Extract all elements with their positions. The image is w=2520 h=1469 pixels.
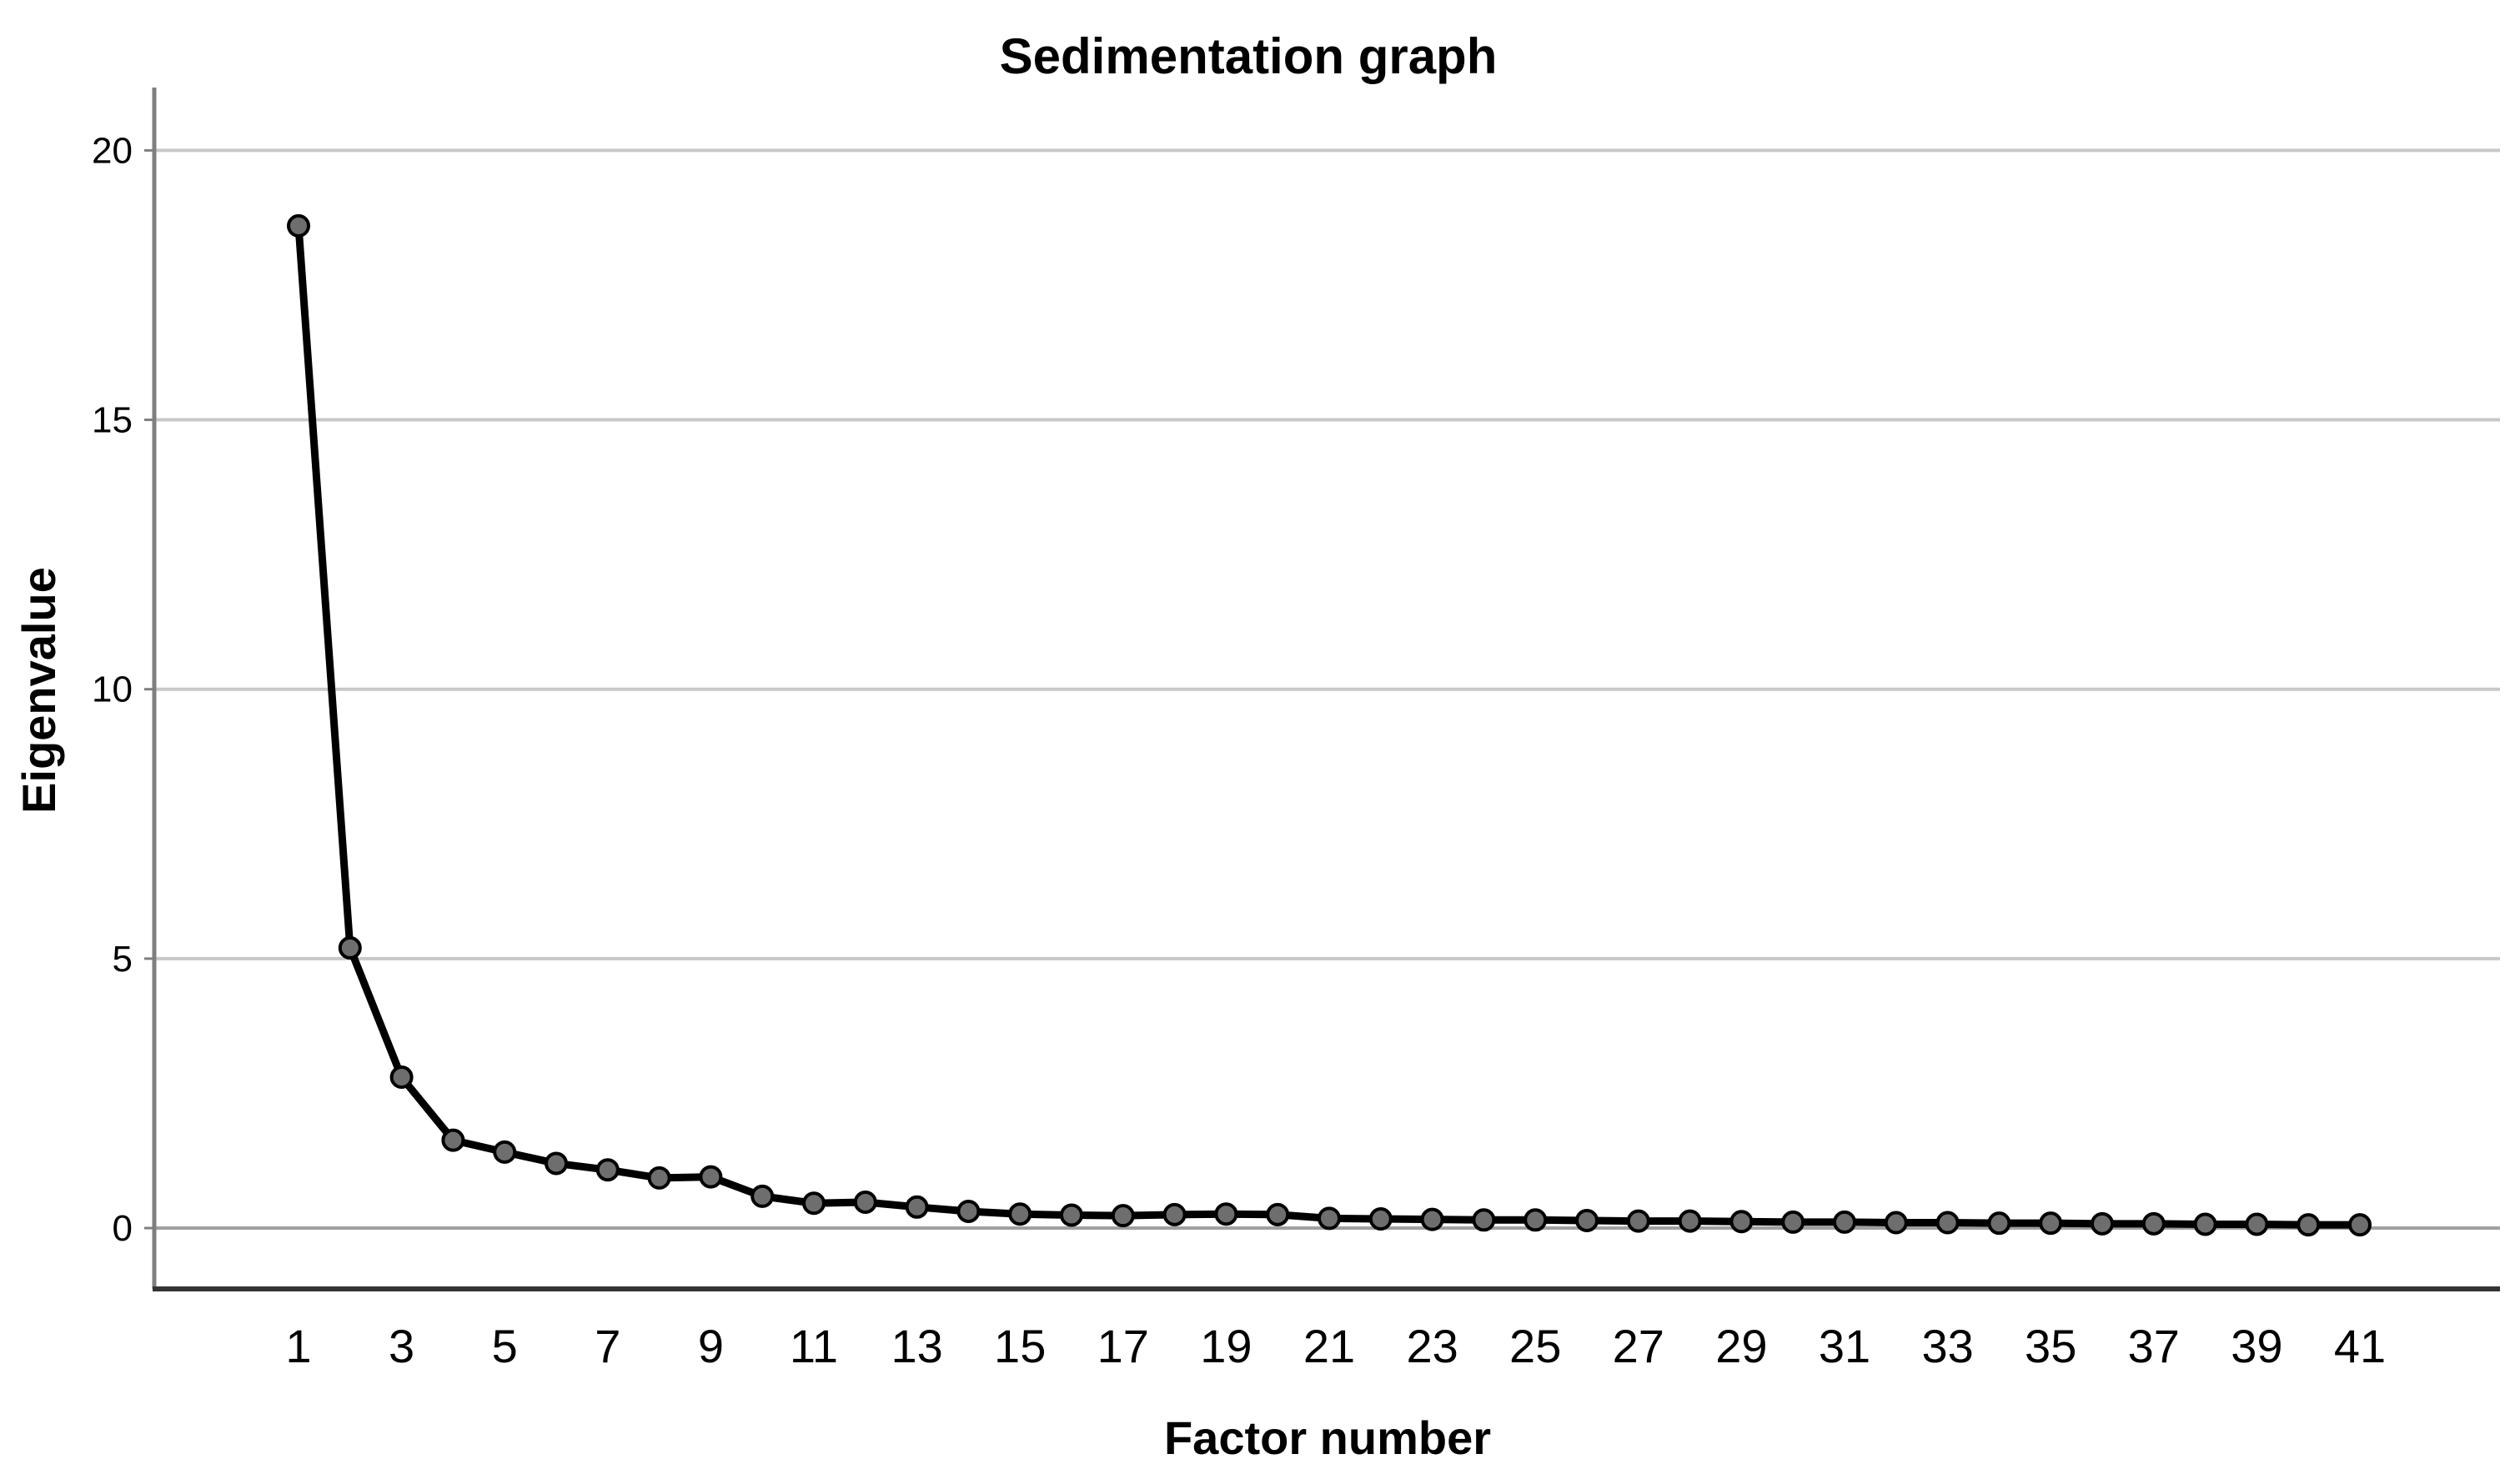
- x-tick-label: 27: [1613, 1320, 1664, 1372]
- data-point-marker: [2348, 1213, 2372, 1237]
- x-tick-label: 7: [595, 1320, 620, 1372]
- data-point-marker: [2193, 1212, 2217, 1236]
- data-point-marker: [287, 213, 310, 238]
- data-point-marker: [1935, 1211, 1960, 1235]
- data-point-marker: [1781, 1210, 1805, 1234]
- data-point-marker: [905, 1195, 929, 1219]
- x-tick-label: 9: [698, 1320, 724, 1372]
- data-point-marker: [1111, 1204, 1135, 1228]
- data-point-marker: [441, 1128, 465, 1152]
- x-tick-label: 5: [492, 1320, 518, 1372]
- data-point-marker: [493, 1140, 517, 1164]
- data-point-marker: [595, 1158, 620, 1182]
- data-point-marker: [1214, 1202, 1238, 1226]
- x-tick-label: 13: [891, 1320, 942, 1372]
- data-point-marker: [545, 1151, 568, 1176]
- y-tick-label: 10: [92, 669, 133, 710]
- data-point-marker: [389, 1065, 414, 1090]
- data-point-marker: [802, 1191, 826, 1216]
- y-tick-label: 15: [92, 400, 133, 441]
- x-tick-label: 41: [2334, 1320, 2386, 1372]
- data-point-marker: [1266, 1202, 1290, 1226]
- x-tick-label: 39: [2231, 1320, 2282, 1372]
- data-point-marker: [2297, 1213, 2321, 1237]
- data-point-marker: [1678, 1209, 1702, 1233]
- x-tick-label: 1: [285, 1320, 311, 1372]
- data-point-marker: [1987, 1211, 2011, 1236]
- y-tick-label: 20: [92, 130, 133, 171]
- x-tick-label: 17: [1097, 1320, 1149, 1372]
- data-point-marker: [1729, 1210, 1754, 1234]
- y-tick-label: 0: [113, 1208, 133, 1249]
- x-tick-label: 37: [2128, 1320, 2180, 1372]
- data-point-marker: [1368, 1207, 1393, 1231]
- data-point-marker: [1626, 1209, 1650, 1233]
- x-tick-label: 25: [1509, 1320, 1561, 1372]
- data-point-marker: [1884, 1211, 1908, 1235]
- x-tick-label: 15: [994, 1320, 1046, 1372]
- x-tick-label: 29: [1715, 1320, 1767, 1372]
- data-point-marker: [1833, 1210, 1856, 1234]
- y-axis-label: Eigenvalue: [13, 567, 65, 814]
- x-tick-label: 23: [1406, 1320, 1458, 1372]
- y-tick-label: 5: [113, 939, 133, 980]
- data-point-marker: [1008, 1202, 1032, 1226]
- data-point-marker: [1162, 1202, 1187, 1226]
- data-point-marker: [750, 1184, 775, 1208]
- x-tick-label: 3: [389, 1320, 414, 1372]
- data-point-marker: [338, 935, 362, 960]
- data-point-marker: [1524, 1208, 1548, 1232]
- x-tick-label: 35: [2025, 1320, 2076, 1372]
- x-tick-label: 21: [1303, 1320, 1355, 1372]
- x-tick-label: 33: [1921, 1320, 1973, 1372]
- data-point-marker: [956, 1199, 981, 1223]
- data-point-marker: [1575, 1208, 1599, 1232]
- data-point-marker: [647, 1166, 671, 1190]
- data-point-marker: [699, 1165, 723, 1189]
- data-point-marker: [1318, 1206, 1341, 1231]
- data-point-marker: [2091, 1211, 2114, 1236]
- data-point-marker: [1472, 1208, 1496, 1232]
- x-tick-label: 11: [790, 1320, 838, 1372]
- data-point-marker: [2039, 1211, 2063, 1236]
- x-tick-label: 31: [1819, 1320, 1870, 1372]
- data-point-marker: [1060, 1203, 1083, 1227]
- x-tick-label: 19: [1200, 1320, 1252, 1372]
- x-axis-label: Factor number: [1164, 1411, 1491, 1464]
- data-point-marker: [853, 1190, 877, 1214]
- data-point-marker: [2141, 1211, 2166, 1236]
- data-point-marker: [1420, 1207, 1444, 1231]
- chart-title: Sedimentation graph: [1000, 28, 1498, 84]
- data-point-marker: [2245, 1212, 2269, 1236]
